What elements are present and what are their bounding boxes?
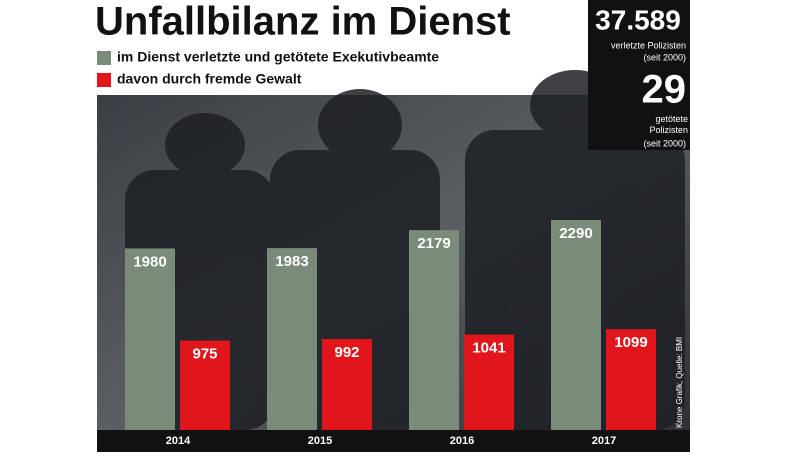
chart-title: Unfallbilanz im Dienst — [95, 0, 511, 44]
bar — [322, 339, 372, 430]
stats-box — [588, 0, 690, 150]
bar — [606, 329, 656, 430]
stat-label: verletzte Polizisten — [611, 40, 686, 50]
stat-value: 37.589 — [595, 4, 681, 35]
stat-label-box: getötete Polizisten — [649, 114, 688, 135]
bar — [409, 230, 459, 430]
axis-strip — [97, 430, 690, 452]
value-label: 2290 — [559, 225, 592, 242]
value-label: 992 — [334, 344, 359, 361]
value-label: 2179 — [417, 235, 450, 252]
value-label: 1983 — [275, 253, 308, 270]
stat-note: (seit 2000) — [643, 52, 686, 62]
value-label: 1980 — [133, 253, 166, 270]
stat-label: getötete Polizisten — [649, 114, 688, 135]
value-label: 1041 — [472, 340, 505, 357]
bar — [551, 220, 601, 430]
x-tick-label: 2015 — [308, 435, 332, 447]
value-label: 975 — [192, 346, 217, 363]
bar — [125, 248, 175, 430]
bar — [180, 340, 230, 430]
legend-label: im Dienst verletzte und getötete Exekuti… — [117, 49, 439, 65]
bar — [267, 248, 317, 430]
bar — [464, 334, 514, 430]
stat-value: 29 — [642, 68, 687, 112]
legend-swatch — [97, 51, 111, 65]
value-label: 1099 — [614, 334, 647, 351]
legend-label: davon durch fremde Gewalt — [117, 71, 302, 87]
x-tick-label: 2016 — [450, 435, 474, 447]
legend-swatch — [97, 73, 111, 87]
x-tick-label: 2017 — [592, 435, 616, 447]
stat-note: (seit 2000) — [643, 138, 686, 148]
source: Krone Grafik, Quelle: BMI — [675, 337, 684, 428]
x-tick-label: 2014 — [166, 435, 191, 447]
